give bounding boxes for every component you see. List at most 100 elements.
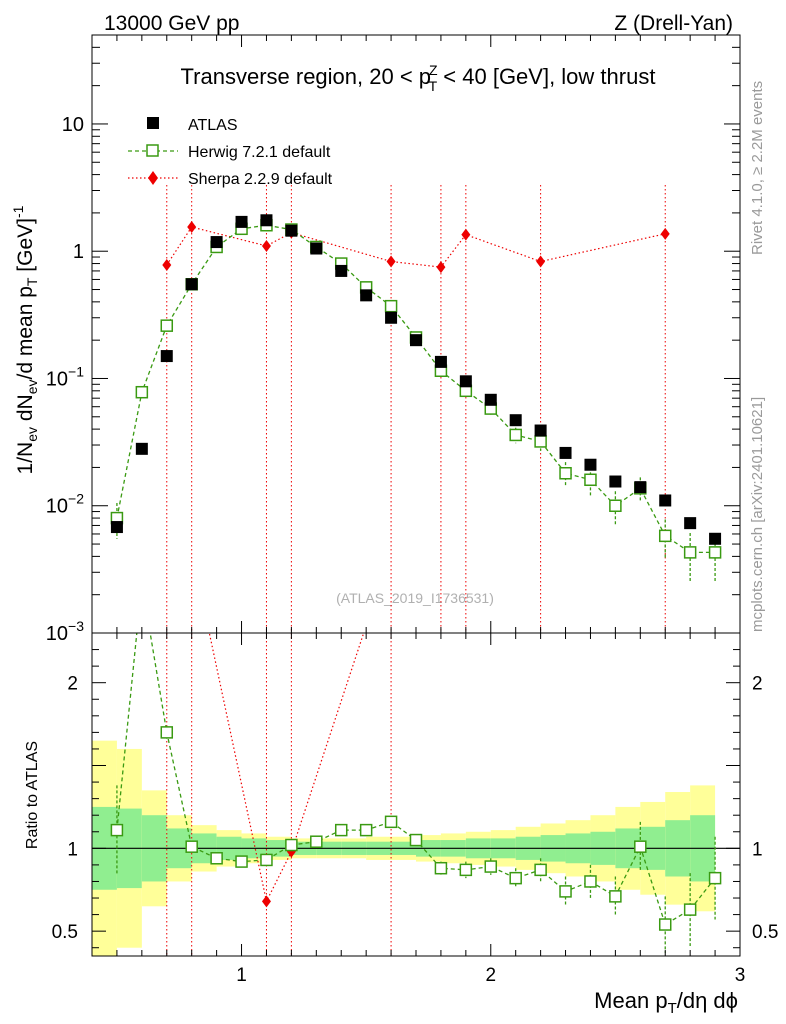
svg-text:1/Nev dNev/d mean pT [GeV]-1: 1/Nev dNev/d mean pT [GeV]-1 [10,205,40,474]
atlas-point [709,532,722,545]
atlas-point [684,517,697,530]
herwig-point [559,467,572,480]
x-axis-title: Mean pT/dη dϕ [594,988,738,1017]
ratio-plot-frame [91,632,741,957]
ratio-herwig-point [658,918,672,931]
legend-atlas-label: ATLAS [188,117,238,134]
ratio-y-tick-label-right: 1 [752,839,763,860]
ratio-herwig-point [584,875,597,888]
ratio-sherpa-line [208,633,365,904]
atlas-point [509,414,522,427]
atlas-point [160,350,173,363]
ratio-herwig-point [384,815,398,829]
atlas-point [185,278,198,291]
ratio-y-tick-label-right: 0.5 [752,922,778,943]
ratio-herwig-point [609,890,622,903]
atlas-point [335,264,348,277]
main-panel [110,185,722,633]
sherpa-point [187,220,197,233]
legend-herwig-label: Herwig 7.2.1 default [188,144,331,161]
atlas-point [484,393,497,406]
ratio-herwig-point [534,863,547,877]
ratio-y-tick-label-right: 2 [752,674,763,695]
axes: 1 2 3 10−3 10−2 10−1 1 10 0.5 0.5 1 1 2 2 [46,34,778,986]
ratio-herwig-point [359,823,373,837]
atlas-point [434,355,447,368]
ratio-sherpa-point [261,895,271,908]
atlas-point [634,481,647,494]
herwig-point [509,428,522,442]
ratio-y-tick-label: 2 [67,674,78,695]
atlas-point [210,236,223,249]
ratio-herwig-point [260,853,273,867]
atlas-point [310,242,323,255]
atlas-point [410,334,422,347]
y-tick-label: 10−1 [46,363,84,390]
ratio-herwig-point [136,578,147,589]
ratio-y-tick-label: 0.5 [52,922,78,943]
ratio-y-axis-title: Ratio to ATLAS [24,741,41,849]
sherpa-point [461,228,471,241]
herwig-point [135,385,149,399]
herwig-point [683,546,697,559]
header-left-label: 13000 GeV pp [104,12,239,35]
x-tick-label: 2 [485,965,496,986]
header-right-label: Z (Drell-Yan) [614,12,733,35]
ratio-herwig-point [509,871,522,885]
atlas-point [135,442,148,455]
atlas-point [235,215,248,228]
atlas-point [110,521,123,534]
ratio-herwig-point [409,833,423,847]
ratio-herwig-point [310,835,323,848]
legend-herwig-marker [146,144,159,157]
plot-title: Transverse region, 20 < pZ T < 40 [GeV], … [181,62,656,94]
y-tick-label: 10−3 [46,618,84,645]
sherpa-point [536,255,546,268]
legend-sherpa-marker [148,171,158,185]
ratio-herwig-point [235,855,248,868]
sherpa-point [261,239,271,252]
ratio-herwig-point [185,840,198,853]
herwig-point [658,529,672,543]
ratio-herwig-point [459,863,473,877]
sherpa-point [436,261,446,274]
legend-sherpa-label: Sherpa 2.2.9 default [188,171,333,188]
herwig-point [534,435,547,448]
mcplots-reference-label: mcplots.cern.ch [arXiv:2401.10621] [749,397,766,632]
herwig-point [160,319,174,332]
sherpa-point [660,227,670,240]
ratio-sherpa-point [162,147,171,159]
y-tick-label: 10 [62,114,84,136]
ratio-herwig-point [434,861,448,875]
legend: ATLAS Herwig 7.2.1 default Sherpa 2.2.9 … [128,117,333,188]
atlas-point [584,458,597,471]
atlas-point [559,446,572,459]
y-axis-title: 1/Nev dNev/d mean pT [GeV]-1 [10,205,40,474]
ratio-herwig-point [334,823,348,837]
rivet-version-label: Rivet 4.1.0, ≥ 2.2M events [749,81,766,255]
x-tick-label: 3 [735,965,746,986]
atlas-point [385,311,398,324]
herwig-line [116,224,716,554]
atlas-point [360,289,373,302]
ratio-herwig-point [708,871,722,885]
sherpa-point [162,258,172,271]
ratio-y-tick-label: 1 [67,839,78,860]
ratio-herwig-point [110,823,124,837]
herwig-point [584,473,597,487]
herwig-point [384,299,398,313]
atlas-point [659,494,672,507]
ratio-herwig-point [210,852,223,865]
herwig-point [609,499,622,512]
ratio-herwig-point [634,840,647,853]
ratio-herwig-point [683,903,697,916]
atlas-point [459,375,472,388]
sherpa-point [386,255,396,268]
legend-atlas-marker [147,117,159,129]
ratio-herwig-point [559,885,572,898]
ratio-herwig-point [484,860,498,873]
x-tick-label: 1 [236,965,247,986]
ratio-herwig-point [160,726,174,739]
y-tick-label: 10−2 [46,491,84,518]
